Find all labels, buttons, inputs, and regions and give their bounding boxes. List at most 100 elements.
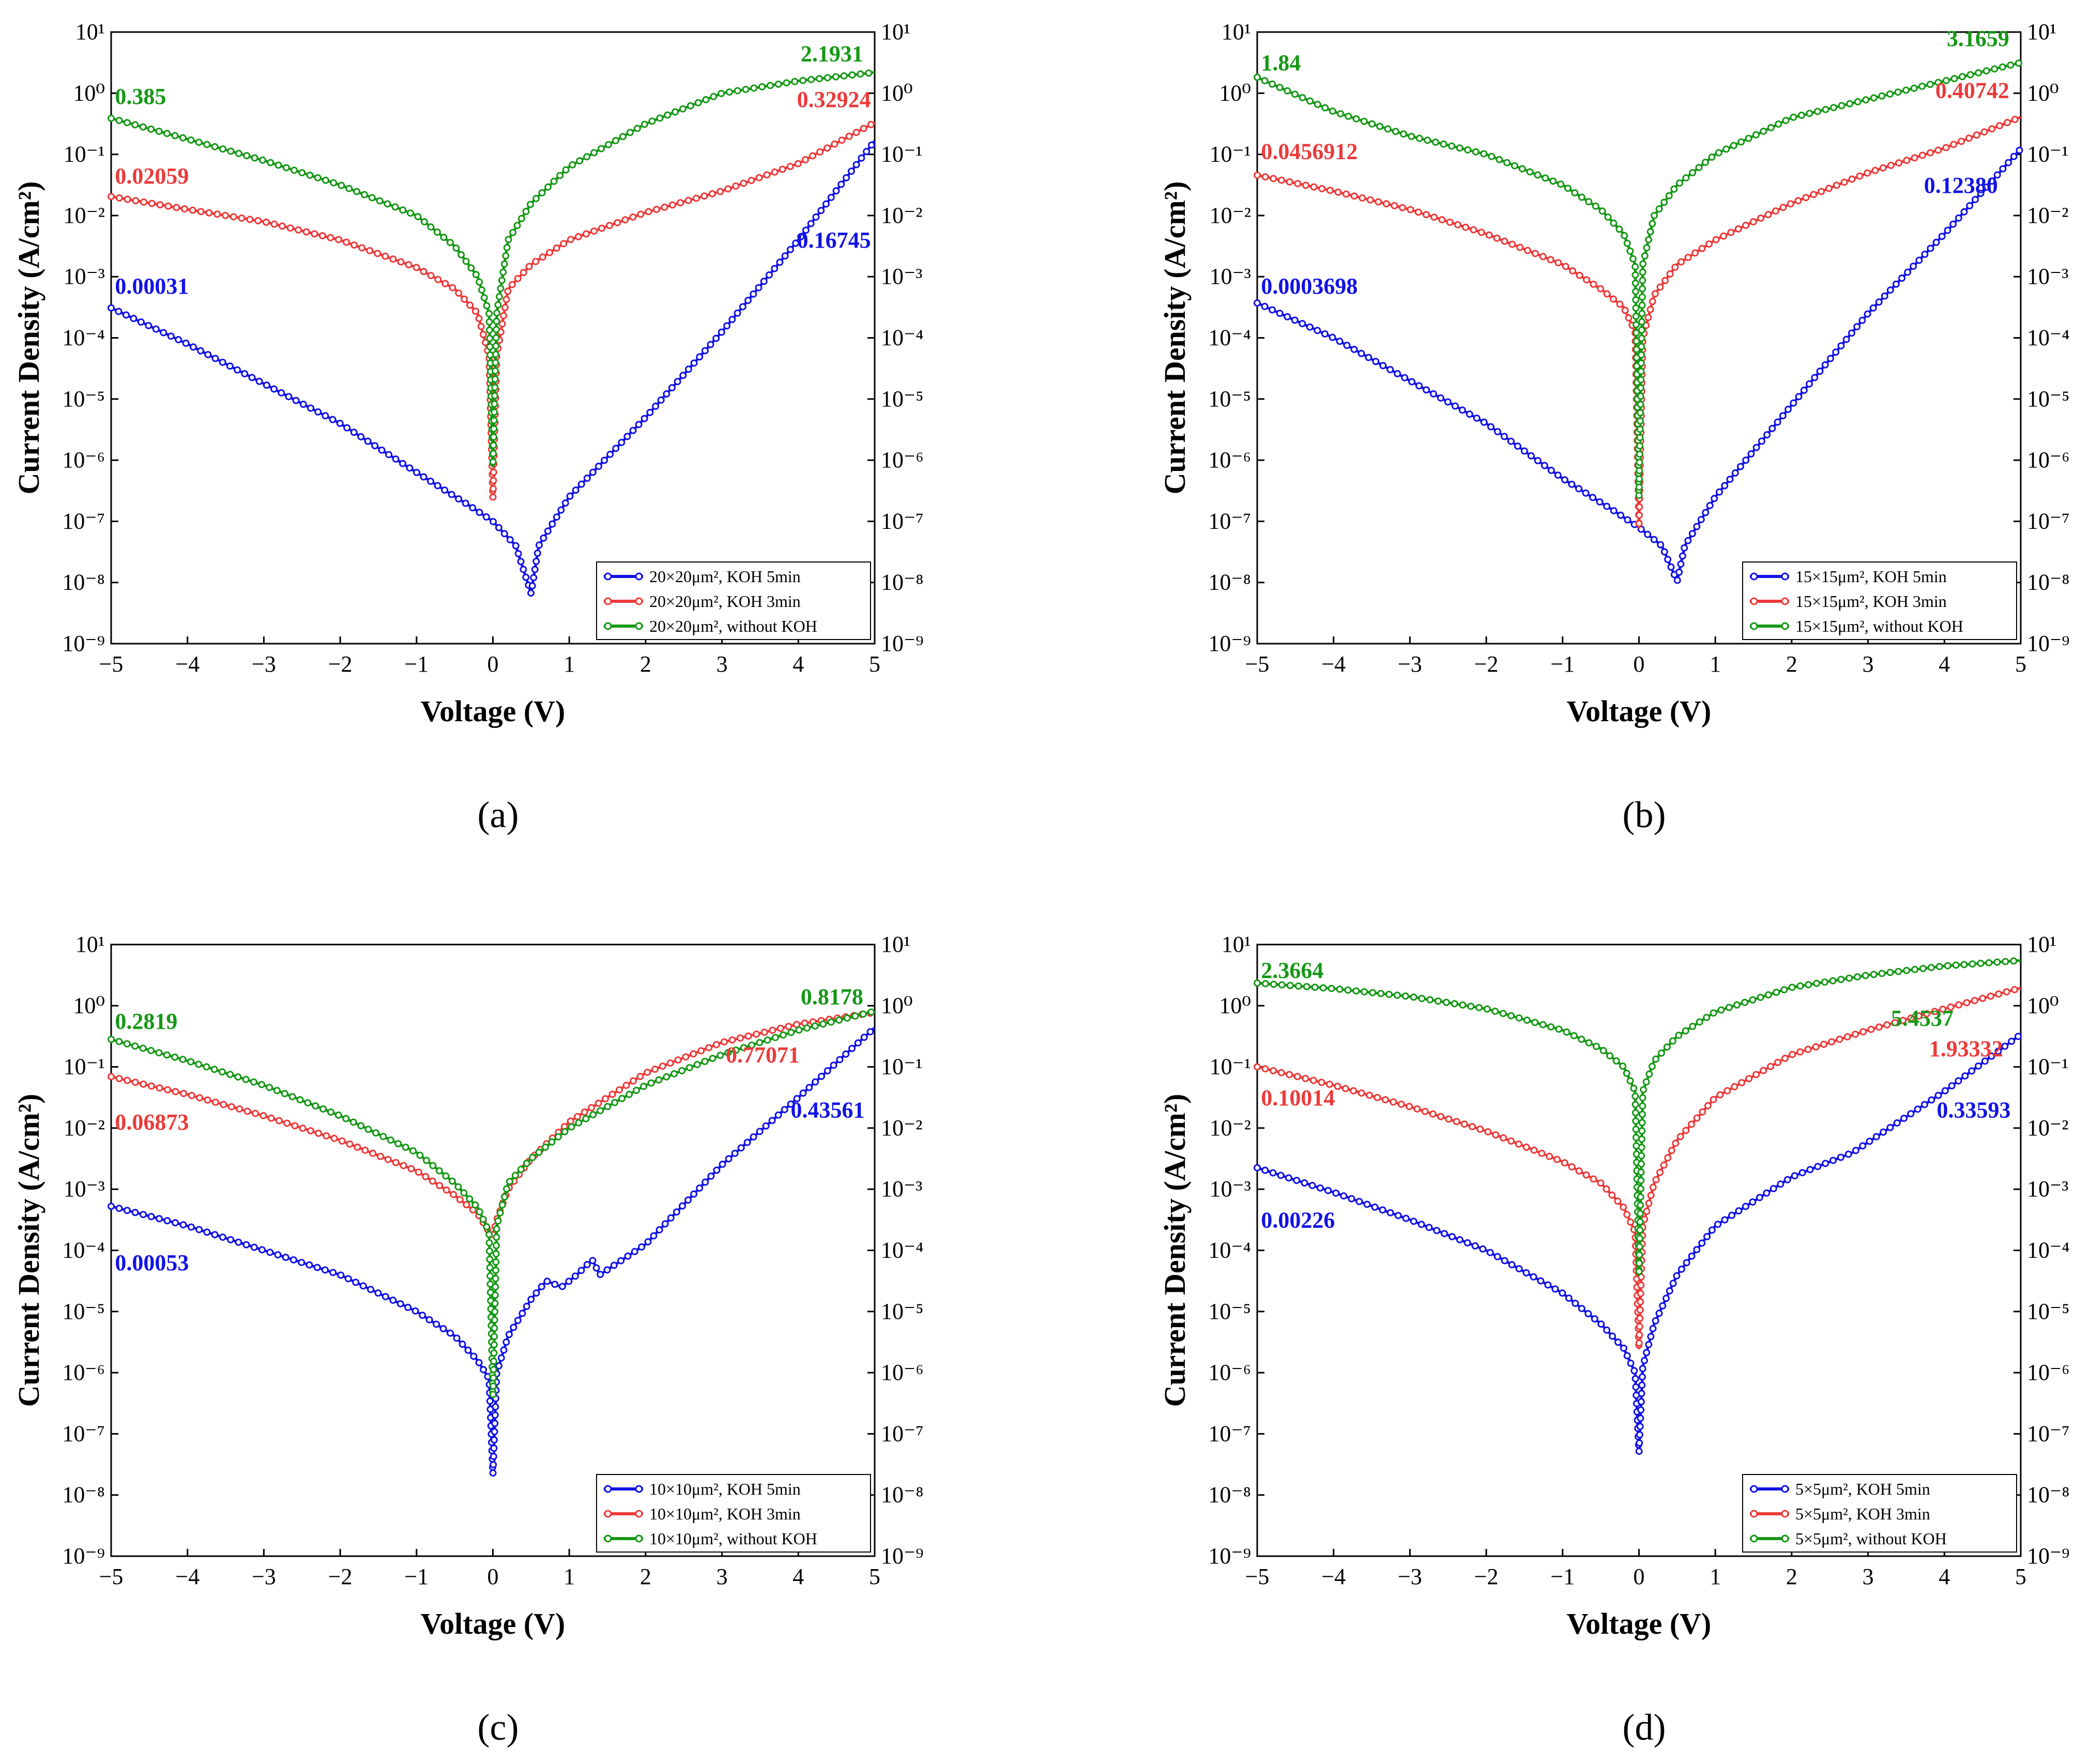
data-point [448, 1177, 456, 1185]
x-tick-label: 4 [1939, 1564, 1950, 1589]
data-point [1341, 1085, 1349, 1092]
data-point [213, 210, 221, 218]
data-point [440, 233, 448, 241]
x-tick-label: 4 [792, 651, 804, 677]
data-point [1942, 144, 1950, 151]
data-point [663, 390, 670, 398]
data-point [494, 1217, 502, 1225]
data-point [1779, 204, 1787, 211]
data-point [740, 179, 747, 187]
data-point [1638, 1152, 1645, 1160]
legend-swatch-marker [1750, 572, 1758, 581]
data-point [1689, 169, 1697, 176]
x-tick-label: −1 [404, 651, 429, 677]
data-point [314, 408, 322, 416]
y-tick-label-left: 10⁻⁵ [62, 386, 105, 412]
data-point [1559, 1289, 1566, 1297]
data-point [1638, 1381, 1646, 1389]
data-point [493, 1225, 500, 1233]
data-point [1345, 112, 1352, 120]
y-tick-label-left: 10⁰ [1219, 993, 1251, 1018]
legend-swatch-marker [1750, 1485, 1758, 1493]
data-point [551, 1281, 559, 1288]
data-point [491, 384, 499, 391]
data-point [522, 208, 530, 216]
data-point [139, 123, 147, 131]
data-point [1636, 467, 1643, 475]
data-point [1435, 997, 1442, 1005]
data-point [766, 271, 773, 279]
data-point [678, 1067, 686, 1075]
data-point [492, 359, 499, 367]
data-point [1270, 980, 1277, 988]
y-tick-label-left: 10⁻⁷ [1208, 508, 1251, 534]
data-point [490, 1341, 498, 1349]
data-point [1637, 1415, 1644, 1422]
data-point [847, 168, 855, 175]
data-point [472, 307, 480, 315]
data-point [1648, 1062, 1656, 1070]
data-point [720, 1038, 728, 1046]
data-point [1540, 462, 1548, 469]
data-point [1862, 96, 1870, 104]
data-point [1592, 202, 1599, 210]
data-point [492, 1275, 499, 1283]
data-point [1464, 146, 1472, 154]
data-point [860, 1033, 868, 1041]
chart-panel-c: 10⁻⁹ 10⁻⁹10⁻⁸ 10⁻⁸10⁻⁷ 10⁻⁷10⁻⁶ 10⁻⁶10⁻⁵ 10⁻⁵… [12, 932, 924, 1748]
data-point [590, 227, 598, 235]
data-point [203, 1228, 211, 1236]
data-point [452, 244, 460, 252]
data-point [1276, 310, 1284, 317]
value-annotation: 5.4537 [1891, 1006, 1954, 1031]
data-point [572, 486, 579, 494]
data-point [1769, 1185, 1777, 1193]
data-point [1870, 94, 1878, 102]
data-point [677, 199, 684, 207]
data-point [1555, 1025, 1563, 1033]
data-point [139, 1211, 147, 1219]
data-point [478, 286, 485, 294]
data-point [1614, 1197, 1622, 1205]
data-point [629, 213, 637, 221]
y-tick-label-left: 10¹ [1222, 932, 1251, 957]
data-point [1814, 108, 1822, 115]
data-point [1526, 168, 1534, 176]
data-point [1741, 998, 1749, 1006]
legend-swatch-marker [635, 1510, 643, 1518]
data-point [359, 1282, 367, 1290]
data-point [1921, 250, 1929, 258]
data-point [343, 424, 351, 432]
data-point [1804, 1045, 1812, 1053]
data-point [783, 79, 790, 87]
data-point [357, 433, 365, 440]
data-point [1408, 132, 1415, 140]
data-point [1637, 384, 1644, 392]
data-point [1671, 263, 1679, 271]
data-point [577, 480, 585, 488]
data-point [527, 1296, 535, 1303]
data-point [1637, 392, 1644, 400]
data-point [1610, 219, 1618, 227]
data-point [542, 1143, 550, 1151]
data-point [1963, 999, 1971, 1007]
data-point [1610, 295, 1618, 303]
data-point [497, 285, 505, 293]
data-point [1676, 179, 1684, 187]
data-point [1379, 1206, 1386, 1214]
data-point [661, 1220, 669, 1228]
data-point [1725, 1003, 1733, 1011]
data-point [279, 222, 286, 230]
data-point [1894, 88, 1902, 96]
data-point [291, 1122, 299, 1130]
value-annotation: 3.1659 [1947, 26, 2009, 51]
data-point [462, 499, 469, 507]
data-point [1973, 131, 1980, 139]
data-point [1269, 306, 1276, 314]
y-tick-label-left: 10¹ [1222, 19, 1251, 44]
data-point [1645, 1070, 1653, 1078]
data-point [1934, 1091, 1942, 1099]
data-point [589, 1257, 597, 1265]
data-point [748, 1041, 756, 1049]
legend-label: 15×15μm², KOH 5min [1795, 567, 1947, 586]
